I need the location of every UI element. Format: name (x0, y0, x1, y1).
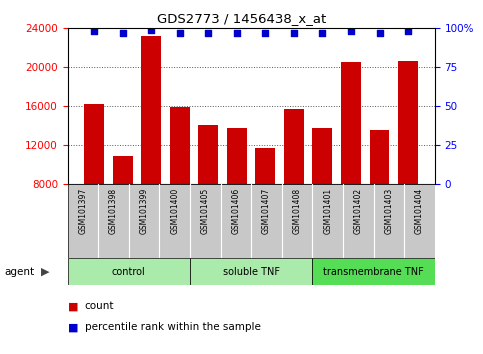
Point (90, 29, 98, 34)
Text: GSM101402: GSM101402 (354, 188, 363, 234)
Bar (313, 128, 332, 184)
Text: ■: ■ (68, 322, 78, 332)
Point (119, 30, 127, 36)
Bar (398, 62, 418, 184)
Bar (142, 36, 161, 184)
Bar (227, 128, 247, 184)
Text: percentile rank within the sample: percentile rank within the sample (85, 322, 260, 332)
Text: control: control (112, 267, 146, 277)
Text: GSM101400: GSM101400 (170, 188, 179, 234)
Point (176, 30, 184, 36)
Text: GSM101408: GSM101408 (293, 188, 301, 234)
Text: ▶: ▶ (41, 267, 50, 277)
Point (204, 30, 212, 36)
Point (262, 30, 270, 36)
Text: GSM101407: GSM101407 (262, 188, 271, 234)
Bar (284, 109, 304, 184)
Bar (170, 107, 190, 184)
Point (376, 30, 384, 36)
Text: GSM101403: GSM101403 (384, 188, 393, 234)
Text: agent: agent (5, 267, 35, 277)
Bar (68, 258, 190, 285)
Point (290, 30, 298, 36)
Text: transmembrane TNF: transmembrane TNF (323, 267, 424, 277)
Point (347, 29, 355, 34)
Bar (190, 258, 313, 285)
Bar (85, 104, 104, 184)
Bar (341, 62, 361, 184)
Bar (113, 156, 133, 184)
Point (404, 29, 412, 34)
Text: GDS2773 / 1456438_x_at: GDS2773 / 1456438_x_at (157, 12, 326, 25)
Text: GSM101398: GSM101398 (109, 188, 118, 234)
Text: soluble TNF: soluble TNF (223, 267, 280, 277)
Bar (199, 125, 218, 184)
Text: GSM101405: GSM101405 (201, 188, 210, 234)
Text: GSM101406: GSM101406 (231, 188, 241, 234)
Bar (313, 258, 435, 285)
Text: ■: ■ (68, 301, 78, 311)
Text: GSM101404: GSM101404 (415, 188, 424, 234)
Point (233, 30, 241, 36)
Bar (369, 130, 389, 184)
Bar (256, 148, 275, 184)
Point (319, 30, 327, 36)
Text: GSM101401: GSM101401 (323, 188, 332, 234)
Text: GSM101397: GSM101397 (78, 188, 87, 234)
Text: GSM101399: GSM101399 (140, 188, 149, 234)
Text: count: count (85, 301, 114, 311)
Point (147, 27, 155, 33)
